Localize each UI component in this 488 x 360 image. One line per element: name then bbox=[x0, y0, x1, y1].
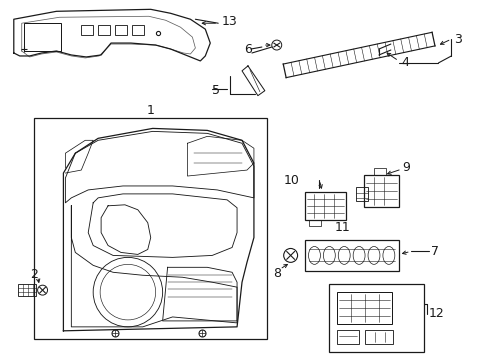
Text: 8: 8 bbox=[272, 267, 280, 280]
Bar bbox=[115, 25, 127, 35]
Text: 3: 3 bbox=[453, 33, 461, 46]
Bar bbox=[365, 330, 392, 344]
Bar bbox=[328, 284, 423, 352]
Bar bbox=[34, 118, 266, 339]
Bar bbox=[373, 168, 385, 175]
Text: 5: 5 bbox=[212, 84, 220, 97]
Bar bbox=[337, 330, 358, 344]
Text: 10: 10 bbox=[283, 174, 299, 186]
Bar bbox=[98, 25, 110, 35]
Bar bbox=[304, 192, 346, 220]
Bar bbox=[81, 25, 93, 35]
Bar bbox=[18, 284, 36, 296]
Bar bbox=[304, 239, 398, 271]
Text: 4: 4 bbox=[401, 57, 409, 69]
Bar bbox=[337, 292, 391, 324]
Text: 9: 9 bbox=[401, 161, 409, 174]
Text: 13: 13 bbox=[221, 15, 237, 28]
Text: 2: 2 bbox=[30, 268, 38, 281]
Bar bbox=[24, 23, 61, 51]
Bar bbox=[355, 187, 367, 201]
Text: 6: 6 bbox=[244, 42, 251, 55]
Text: 7: 7 bbox=[429, 245, 438, 258]
Bar bbox=[364, 175, 398, 207]
Text: 12: 12 bbox=[427, 307, 444, 320]
Text: 11: 11 bbox=[334, 221, 349, 234]
Bar bbox=[132, 25, 143, 35]
Text: 1: 1 bbox=[146, 104, 154, 117]
Bar bbox=[309, 220, 321, 226]
